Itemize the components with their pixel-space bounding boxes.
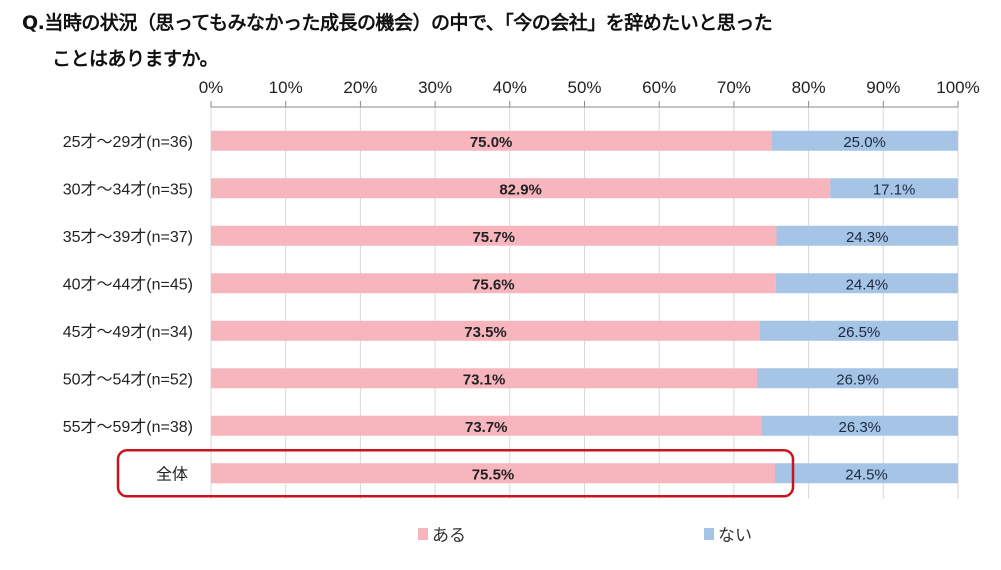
bar-nai: [760, 320, 958, 341]
data-label: 24.5%: [845, 466, 888, 483]
category-label: 30才～34才(n=35): [63, 180, 193, 198]
data-label: 26.5%: [838, 324, 881, 341]
bar-nai: [757, 368, 958, 389]
data-label: 82.9%: [499, 181, 542, 198]
data-label: 75.5%: [472, 466, 515, 483]
legend-swatch: [418, 528, 428, 540]
category-label: 35才～39才(n=37): [63, 228, 193, 246]
x-tick-label: 80%: [792, 78, 826, 97]
data-label: 25.0%: [843, 134, 886, 151]
data-label: 75.0%: [470, 134, 513, 151]
x-tick-label: 0%: [199, 78, 224, 97]
data-label: 17.1%: [873, 181, 916, 198]
bar-aru: [211, 273, 776, 294]
data-label: 75.7%: [472, 229, 515, 246]
data-label: 75.6%: [472, 276, 515, 293]
bar-nai: [776, 225, 958, 246]
bar-aru: [211, 130, 772, 151]
chart-title-line2: ことはありますか。: [52, 48, 219, 70]
bar-aru: [211, 463, 775, 484]
x-tick-label: 10%: [269, 78, 303, 97]
legend-swatch: [704, 528, 714, 540]
chart-title-line1: Q.当時の状況（思ってもみなかった成長の機会）の中で、「今の会社」を辞めたいと思…: [22, 12, 773, 34]
x-tick-label: 30%: [418, 78, 452, 97]
category-label: 全体: [156, 465, 188, 483]
bar-aru: [211, 415, 762, 436]
bar-nai: [774, 463, 958, 484]
data-label: 24.4%: [846, 276, 889, 293]
bar-aru: [211, 178, 831, 199]
data-label: 73.1%: [463, 371, 506, 388]
category-label: 40才～44才(n=45): [63, 275, 193, 293]
bar-nai: [761, 415, 958, 436]
data-label: 26.3%: [838, 419, 881, 436]
category-label: 25才～29才(n=36): [63, 133, 193, 151]
bar-nai: [830, 178, 958, 199]
x-tick-label: 70%: [717, 78, 751, 97]
data-label: 73.7%: [465, 419, 508, 436]
x-tick-label: 90%: [866, 78, 900, 97]
category-label: 50才～54才(n=52): [63, 370, 193, 388]
x-tick-label: 100%: [936, 78, 979, 97]
bar-aru: [211, 225, 777, 246]
x-tick-label: 40%: [493, 78, 527, 97]
x-tick-label: 20%: [343, 78, 377, 97]
x-tick-label: 60%: [642, 78, 676, 97]
bar-aru: [211, 320, 761, 341]
highlight-box: [116, 449, 795, 498]
data-label: 73.5%: [464, 324, 507, 341]
legend-label: ない: [718, 526, 752, 546]
category-label: 45才～49才(n=34): [63, 323, 193, 341]
x-tick-label: 50%: [567, 78, 601, 97]
bar-nai: [771, 130, 958, 151]
legend-label: ある: [432, 526, 466, 546]
data-label: 24.3%: [846, 229, 889, 246]
bar-nai: [775, 273, 958, 294]
data-label: 26.9%: [836, 371, 879, 388]
category-label: 55才～59才(n=38): [63, 418, 193, 436]
bar-aru: [211, 368, 758, 389]
